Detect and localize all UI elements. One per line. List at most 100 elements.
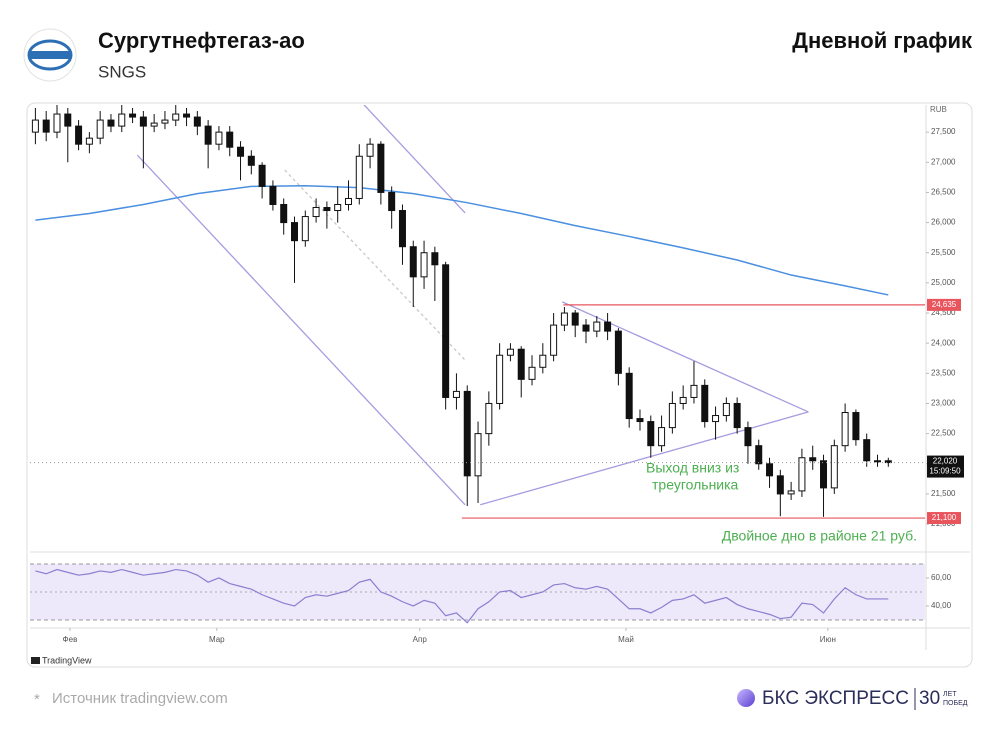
candle-body <box>388 191 396 212</box>
rsi-tick-label: 60,00 <box>931 573 952 582</box>
candle-body <box>64 113 72 127</box>
candle-body <box>431 252 439 266</box>
candle-body <box>625 372 633 420</box>
candle-body <box>593 321 601 332</box>
tv-icon <box>31 657 40 664</box>
annotation: Выход вниз из <box>646 460 739 476</box>
candle-body <box>85 137 93 145</box>
x-tick-label: Мар <box>209 635 225 644</box>
rsi-tick-label: 40,00 <box>931 601 952 610</box>
moving-average <box>35 185 889 296</box>
y-tick-label: 25,000 <box>931 278 956 287</box>
candle-body <box>118 113 126 127</box>
level-label: 24,635 <box>932 300 957 309</box>
candle-body <box>247 155 255 166</box>
rsi-line <box>35 568 889 624</box>
candle-body <box>366 143 374 157</box>
candle-body <box>291 222 299 242</box>
candle-body <box>733 402 741 429</box>
candle-body <box>204 125 212 145</box>
anniversary-note: ПОБЕД <box>943 700 968 707</box>
y-tick-label: 22,500 <box>931 429 956 438</box>
ticker: SNGS <box>98 62 146 81</box>
anniversary-note: ЛЕТ <box>943 691 957 698</box>
level-label: 21,100 <box>932 513 957 522</box>
brand-icon <box>737 689 755 707</box>
candle-body <box>873 460 881 463</box>
candle-body <box>129 113 137 118</box>
y-tick-label: 21,500 <box>931 489 956 498</box>
candle-body <box>690 384 698 398</box>
candle-body <box>668 402 676 429</box>
y-tick-label: 26,500 <box>931 188 956 197</box>
candle-body <box>161 119 169 124</box>
candle-body <box>193 116 201 127</box>
y-tick-label: 23,000 <box>931 399 956 408</box>
last-price-bg <box>927 455 964 478</box>
candle-body <box>409 246 417 278</box>
candle-body <box>744 427 752 447</box>
annotation: треугольника <box>652 477 739 493</box>
candle-body <box>139 116 147 127</box>
candle-body <box>766 463 774 477</box>
footnote-mark: * <box>34 691 40 708</box>
candle-body <box>571 312 579 326</box>
trendline <box>480 411 809 506</box>
candle-body <box>258 164 266 187</box>
y-tick-label: 23,500 <box>931 368 956 377</box>
candle-body <box>150 122 158 127</box>
x-tick-label: Фев <box>63 635 78 644</box>
candle-body <box>334 203 342 212</box>
y-tick-label: 25,500 <box>931 248 956 257</box>
candle-body <box>398 210 406 248</box>
candle-body <box>560 312 568 326</box>
candle-body <box>226 131 234 148</box>
candle-body <box>636 418 644 423</box>
title: Сургутнефтегаз-ао <box>98 28 305 53</box>
candle-body <box>841 412 849 447</box>
rsi-pane <box>30 563 925 624</box>
anniversary: 30 <box>919 688 940 709</box>
candle-body <box>280 203 288 224</box>
candle-body <box>787 490 795 495</box>
candle-body <box>172 113 180 121</box>
candle-body <box>107 119 115 127</box>
axes: 21,00021,50022,00022,50023,00023,50024,0… <box>63 127 964 644</box>
candle-body <box>485 402 493 435</box>
candle-body <box>463 390 471 477</box>
currency: RUB <box>930 105 947 114</box>
candle-body <box>420 252 428 278</box>
candle-body <box>344 197 352 205</box>
plot <box>30 105 925 519</box>
candle-body <box>496 354 504 404</box>
candle-body <box>452 390 460 398</box>
candle-body <box>755 445 763 465</box>
candle-body <box>183 113 191 118</box>
logo <box>23 28 77 82</box>
candle-body <box>776 475 784 495</box>
y-tick-label: 24,000 <box>931 338 956 347</box>
candle-body <box>355 155 363 199</box>
last-price-label: 22,020 <box>933 457 958 466</box>
y-tick-label: 26,000 <box>931 218 956 227</box>
candle-body <box>528 366 536 380</box>
candle-body <box>614 330 622 374</box>
y-tick-label: 27,000 <box>931 157 956 166</box>
candle-body <box>722 402 730 417</box>
candle-body <box>312 207 320 218</box>
candle-body <box>53 113 61 133</box>
candle-body <box>658 427 666 447</box>
brand: БКС ЭКСПРЕСС <box>762 688 909 709</box>
candle-body <box>323 207 331 212</box>
candle-body <box>863 439 871 462</box>
candle-body <box>75 125 83 145</box>
chart-kind: Дневной график <box>792 28 973 53</box>
tradingview-logo: TradingView <box>42 655 92 665</box>
trendline <box>561 301 809 413</box>
candle-body <box>712 415 720 423</box>
last-price-time: 15:09:50 <box>929 467 961 476</box>
candle-body <box>377 143 385 193</box>
candle-body <box>539 354 547 368</box>
candle-body <box>820 460 828 489</box>
